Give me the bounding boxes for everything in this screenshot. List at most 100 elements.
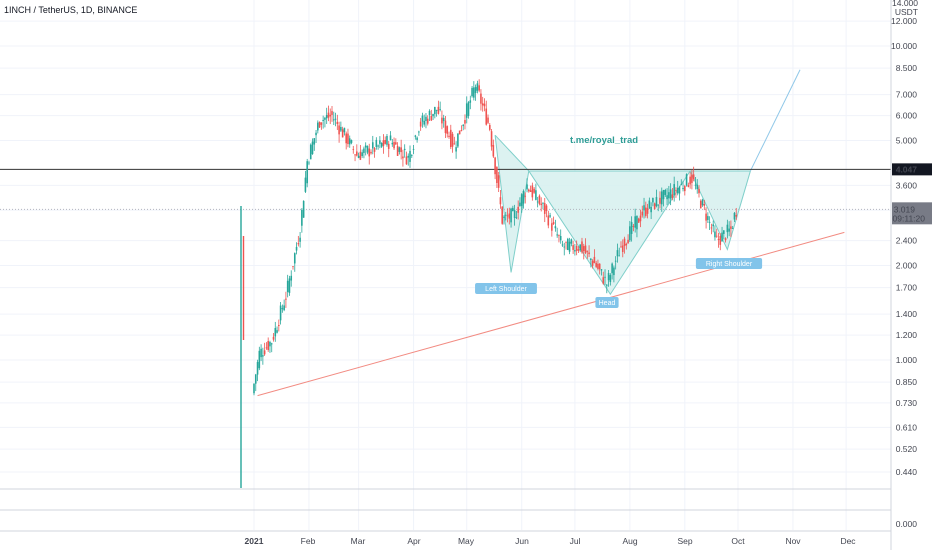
candle-body (403, 148, 406, 151)
candle (325, 107, 328, 124)
head-label: Head (595, 297, 619, 308)
candle-body (680, 183, 683, 185)
candle-body (522, 191, 525, 204)
candle-body (387, 143, 390, 149)
candle (616, 243, 619, 263)
candle (699, 199, 702, 209)
left-shoulder-label-bg (475, 283, 537, 294)
candle-body (549, 215, 551, 217)
candle-body (281, 308, 284, 310)
time-tick-label: Jul (570, 536, 581, 546)
candle-body (308, 162, 310, 164)
candle-body (699, 200, 702, 209)
candle-body (561, 244, 564, 246)
candle-body (418, 131, 420, 133)
candle-body (645, 207, 647, 216)
right-shoulder-label: Right Shoulder (695, 258, 763, 269)
candle (595, 260, 597, 269)
candle-body (666, 195, 668, 200)
candle-body (632, 225, 635, 227)
candle (386, 133, 388, 147)
candle-body (517, 206, 519, 213)
candle (297, 235, 300, 247)
candle-body (533, 188, 535, 193)
candle-body (520, 194, 523, 206)
candle-body (471, 87, 473, 97)
candle-body (567, 238, 569, 250)
candle-body (290, 275, 293, 281)
candle-body (274, 328, 277, 337)
candle-body (707, 216, 709, 220)
candle (407, 153, 410, 166)
candle (380, 142, 383, 149)
candle-body (276, 330, 278, 333)
candle (336, 114, 339, 131)
candle (632, 223, 635, 232)
candle (338, 121, 340, 143)
candle (311, 138, 314, 155)
price-tick-label: 2.000 (896, 260, 918, 270)
candle-body (426, 118, 429, 124)
candle-body (726, 224, 729, 233)
candle (327, 105, 330, 122)
candle (659, 191, 661, 209)
candle (552, 216, 555, 226)
candle (574, 243, 576, 256)
candle-body (650, 206, 652, 213)
candle (625, 242, 628, 250)
candle (286, 274, 289, 298)
candle (444, 116, 447, 138)
price-tick-label: 1.000 (896, 355, 918, 365)
candle-body (682, 188, 684, 190)
candle-body (322, 119, 324, 121)
candle-body (425, 116, 427, 121)
candle (691, 169, 693, 190)
candle (304, 170, 307, 194)
candle (685, 173, 688, 187)
candle (434, 106, 436, 119)
candle-body (710, 227, 713, 229)
candle (331, 105, 333, 122)
candle-body (462, 124, 465, 127)
candle-body (723, 230, 725, 234)
candle-body (458, 130, 461, 135)
candle-body (648, 200, 651, 209)
candle-body (467, 102, 470, 116)
candle-body (563, 246, 566, 248)
candle-body (659, 197, 661, 204)
candle-body (476, 83, 479, 91)
candle-body (325, 115, 328, 119)
candle (478, 79, 480, 93)
candle-body (574, 250, 576, 252)
candle-body (508, 213, 511, 219)
candle-body (364, 145, 367, 148)
candle-body (320, 122, 323, 125)
candle (419, 117, 422, 131)
candle-body (434, 106, 436, 115)
candle (606, 284, 608, 294)
candle (253, 382, 255, 396)
candle-body (318, 122, 321, 128)
candle-body (457, 133, 459, 147)
candle-body (572, 245, 574, 250)
candle-body (405, 156, 408, 165)
candle (577, 246, 580, 253)
candle (572, 240, 574, 254)
candle (421, 112, 424, 128)
candle-body (309, 144, 312, 160)
candle (520, 193, 523, 213)
candle (435, 109, 438, 117)
candle-body (595, 262, 597, 267)
candle-body (691, 174, 693, 183)
candle-body (396, 145, 399, 156)
candle-body (347, 133, 349, 145)
candle-body (556, 234, 558, 236)
candle (715, 228, 718, 238)
candle (527, 188, 530, 193)
candle-body (412, 148, 415, 150)
candle-body (269, 341, 271, 347)
candle-body (588, 252, 590, 255)
candle-body (685, 174, 688, 186)
